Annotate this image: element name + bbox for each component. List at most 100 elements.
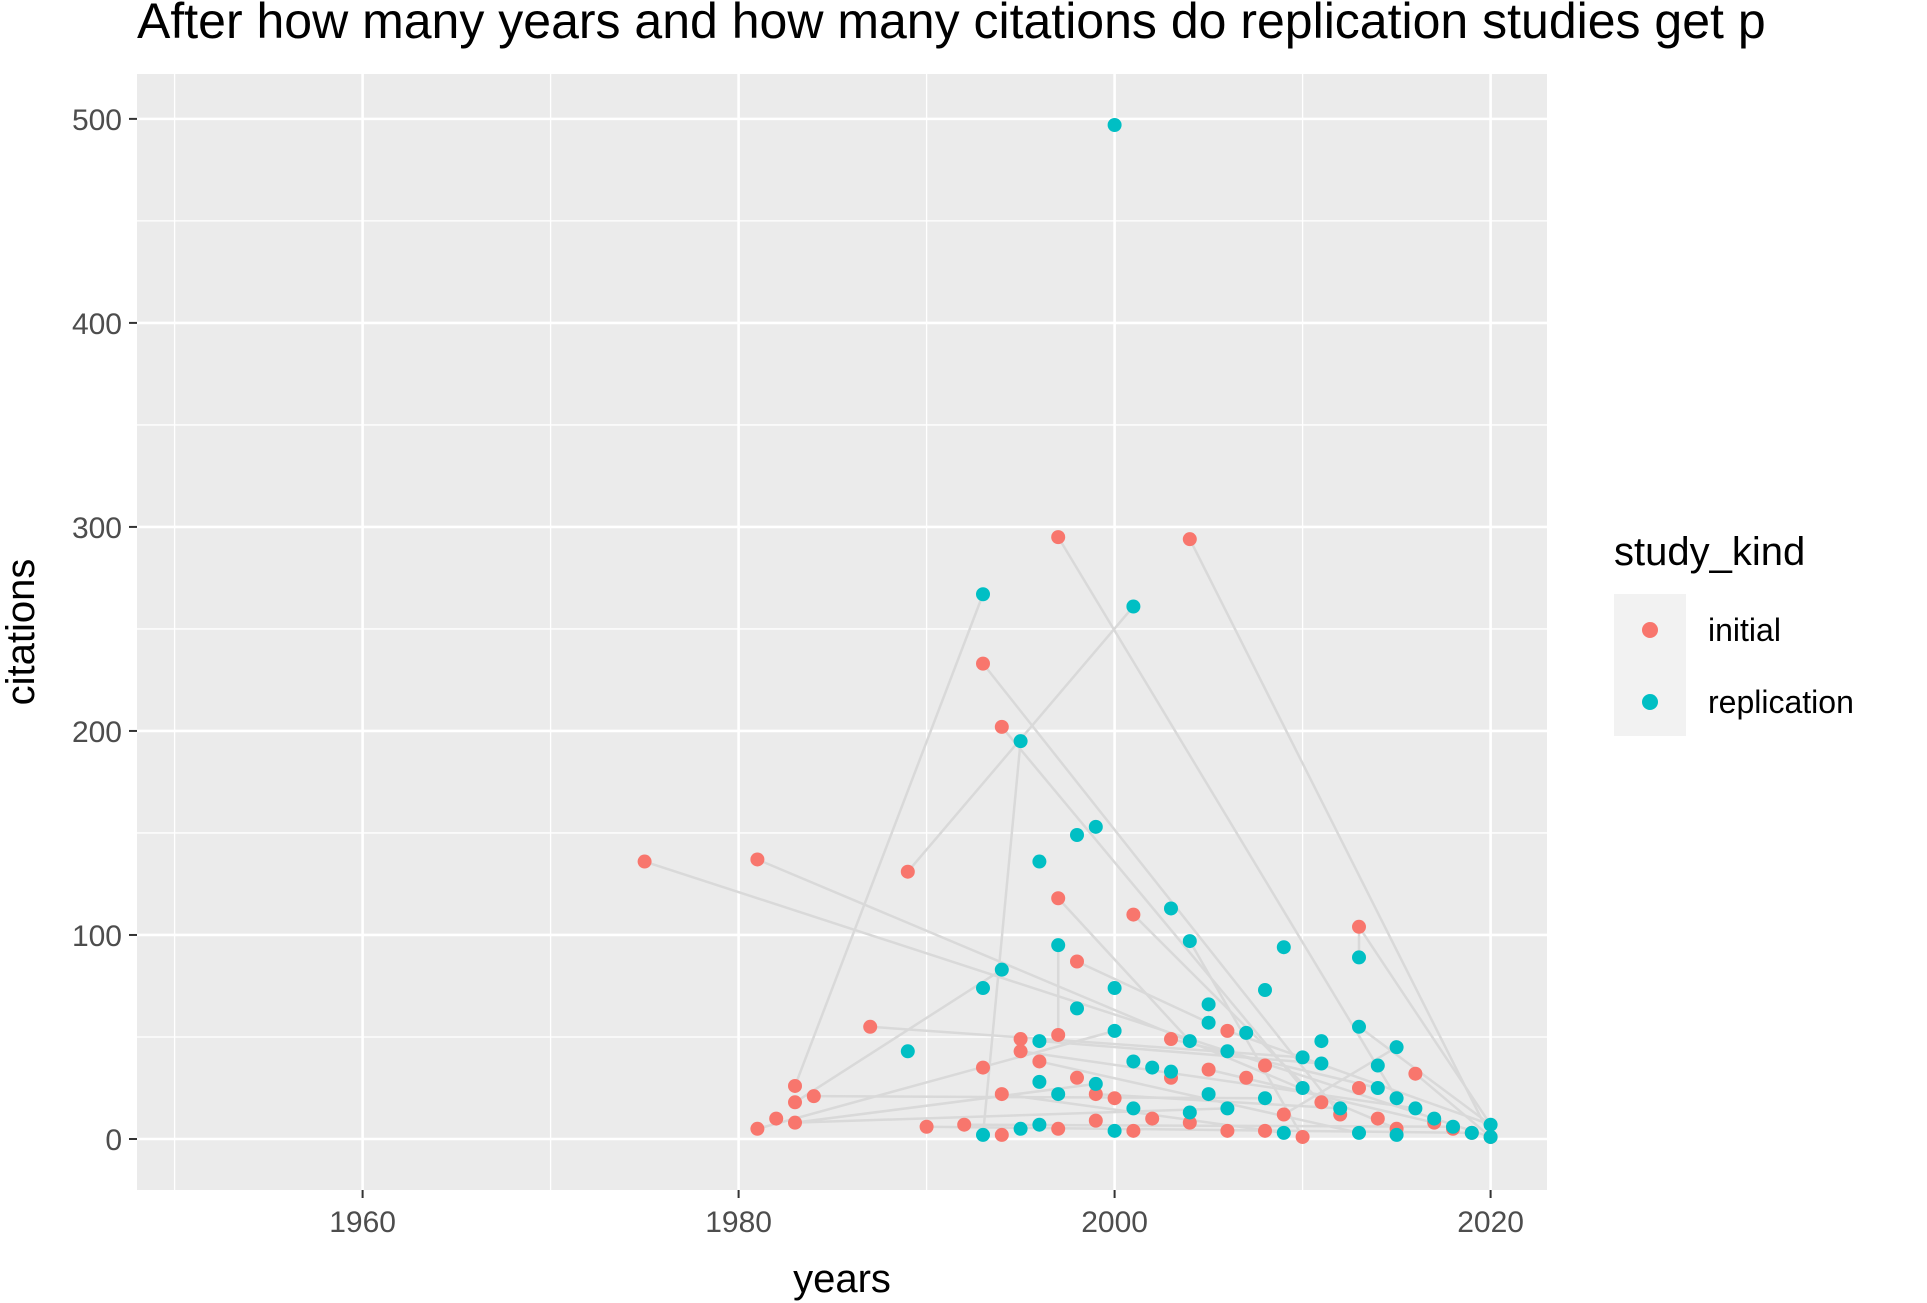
initial-point — [788, 1078, 802, 1093]
legend-title: study_kind — [1614, 530, 1805, 574]
replication-point — [1107, 1023, 1122, 1038]
replication-point — [1389, 1091, 1404, 1106]
connector-line — [1001, 1092, 1284, 1135]
connector-line — [1357, 926, 1492, 1126]
initial-point — [1182, 532, 1197, 547]
data-points — [637, 118, 1498, 1144]
initial-point — [788, 1095, 802, 1110]
connector-line — [1020, 1050, 1416, 1110]
connector-line — [1076, 960, 1210, 1024]
y-axis-title: citations — [0, 559, 43, 706]
replication-point — [1370, 1080, 1385, 1095]
connector-line — [1039, 1039, 1322, 1065]
connector-line — [1283, 1046, 1398, 1116]
replication-point — [1182, 934, 1197, 949]
x-tick-label: 1980 — [705, 1206, 772, 1239]
connector-line — [1414, 1072, 1492, 1138]
initial-point — [994, 1127, 1009, 1142]
initial-point — [976, 656, 990, 671]
initial-point — [1145, 1111, 1160, 1126]
replication-point — [1088, 1076, 1103, 1091]
initial-point — [750, 852, 765, 867]
y-tick-label: 0 — [105, 1124, 122, 1157]
replication-point — [1013, 1121, 1028, 1136]
connector-line — [757, 1029, 1115, 1130]
replication-point — [1201, 1087, 1216, 1102]
y-tick-label: 400 — [72, 308, 122, 341]
initial-point — [1070, 954, 1084, 969]
axes: 1960 1980 2000 2020 0 100 200 300 400 500 — [72, 104, 1524, 1239]
initial-point — [1258, 1058, 1272, 1073]
replication-point — [1333, 1101, 1348, 1116]
connector-line — [793, 593, 985, 1087]
initial-point — [1051, 1121, 1066, 1136]
initial-point — [1051, 891, 1066, 906]
initial-point — [1088, 1087, 1103, 1102]
replication-point — [1126, 1101, 1141, 1116]
replication-point — [1483, 1129, 1498, 1144]
replication-point — [1126, 599, 1141, 614]
legend-key-background — [1614, 594, 1686, 736]
chart-title: After how many years and how many citati… — [137, 0, 1766, 49]
initial-point — [1107, 1091, 1122, 1106]
initial-point — [1126, 907, 1141, 922]
replication-point — [1389, 1040, 1404, 1055]
replication-point — [1107, 981, 1122, 996]
connector-line — [1057, 536, 1398, 1099]
connector-line — [1039, 1060, 1360, 1135]
series-replication — [900, 118, 1498, 1144]
replication-point — [1070, 828, 1084, 843]
replication-point — [1464, 1125, 1479, 1140]
plot-background — [137, 74, 1547, 1190]
replication-point — [1295, 1050, 1310, 1065]
initial-point — [1013, 1032, 1028, 1047]
y-tick-label: 300 — [72, 512, 122, 545]
initial-point — [750, 1121, 765, 1136]
replication-point — [1389, 1127, 1404, 1142]
x-tick-label: 2000 — [1081, 1206, 1148, 1239]
replication-point — [1220, 1044, 1235, 1059]
replication-point — [1483, 1117, 1498, 1132]
initial-point — [1182, 1115, 1197, 1130]
replication-point — [1145, 1060, 1160, 1075]
connector-line — [794, 1107, 1228, 1124]
replication-point — [1126, 1054, 1141, 1069]
initial-point — [637, 854, 652, 869]
replication-point — [1239, 1025, 1254, 1040]
initial-point — [1051, 530, 1066, 545]
initial-point — [1295, 1129, 1310, 1144]
legend-label-replication: replication — [1708, 684, 1854, 720]
connector-line — [1358, 1025, 1492, 1126]
initial-point — [1051, 1027, 1066, 1042]
replication-point — [1032, 1117, 1047, 1132]
replication-point — [1032, 854, 1047, 869]
replication-point — [1051, 938, 1066, 953]
initial-point — [957, 1117, 972, 1132]
initial-point — [994, 1087, 1009, 1102]
replication-point — [1220, 1101, 1235, 1116]
initial-point — [1201, 1062, 1216, 1077]
initial-point — [769, 1111, 784, 1126]
replication-point — [1258, 1091, 1272, 1106]
legend-label-initial: initial — [1708, 612, 1781, 648]
replication-point — [1164, 1064, 1178, 1079]
y-tick-label: 500 — [72, 104, 122, 137]
initial-point — [863, 1019, 878, 1034]
x-tick-label: 1960 — [329, 1206, 396, 1239]
replication-point — [1314, 1056, 1329, 1071]
replication-point — [1352, 1125, 1366, 1140]
legend-key-initial — [1642, 622, 1658, 638]
replication-point — [1201, 1015, 1216, 1030]
initial-point — [1276, 1107, 1291, 1122]
legend: study_kind initial replication — [1614, 530, 1854, 736]
replication-point — [1032, 1034, 1047, 1049]
initial-point — [1239, 1070, 1254, 1085]
initial-point — [1352, 1080, 1366, 1095]
connector-lines — [644, 536, 1492, 1139]
replication-point — [1201, 997, 1216, 1012]
x-tick-label: 2020 — [1457, 1206, 1524, 1239]
connector-line — [1000, 726, 1304, 1089]
replication-point — [1070, 1001, 1084, 1016]
replication-point — [1013, 734, 1028, 749]
